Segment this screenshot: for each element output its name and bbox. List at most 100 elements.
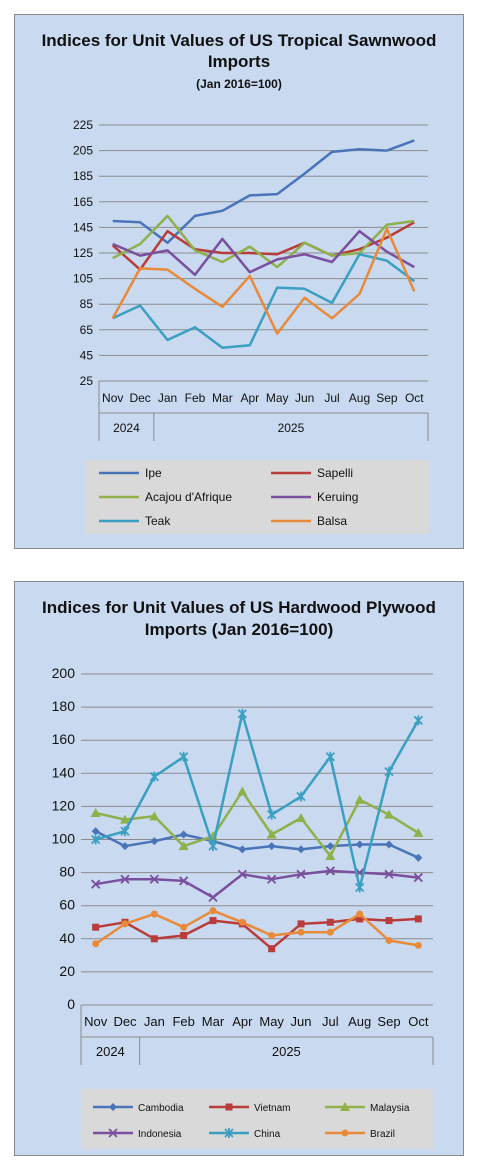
sawnwood-series-teak <box>112 253 416 349</box>
plywood-point-vietnam <box>356 915 364 923</box>
plywood-point-indonesia <box>325 866 335 876</box>
plywood-series-line-malaysia <box>95 790 419 858</box>
sawnwood-x-tick-label: Jun <box>295 391 314 405</box>
plywood-x-tick-label: Jan <box>144 1014 165 1029</box>
plywood-point-cambodia <box>355 840 364 849</box>
sawnwood-x-tick-label: Oct <box>405 391 424 405</box>
plywood-y-tick-label: 100 <box>52 831 76 847</box>
plywood-y-tick-label: 80 <box>59 864 75 880</box>
sawnwood-series-balsa <box>111 227 416 335</box>
plywood-y-tick-label: 60 <box>59 897 75 913</box>
plywood-legend-marker-vietnam <box>225 1103 233 1111</box>
sawnwood-series-line-balsa <box>111 227 416 335</box>
plywood-point-cambodia <box>326 842 335 851</box>
sawnwood-x-tick-label: Aug <box>349 391 370 405</box>
sawnwood-x-tick-label: Jul <box>324 391 339 405</box>
plywood-x-tick-label: Oct <box>408 1014 429 1029</box>
plywood-point-cambodia <box>385 840 393 849</box>
plywood-point-china <box>267 809 277 820</box>
plywood-y-tick-label: 0 <box>67 996 75 1012</box>
plywood-point-china <box>120 826 130 837</box>
plywood-point-indonesia <box>120 874 130 884</box>
plywood-chart-panel: Indices for Unit Values of US Hardwood P… <box>14 581 464 1156</box>
plywood-point-vietnam <box>150 935 158 943</box>
plywood-x-tick-label: Mar <box>202 1014 225 1029</box>
sawnwood-legend-label-teak: Teak <box>145 514 171 528</box>
sawnwood-y-tick-label: 165 <box>73 195 93 209</box>
plywood-point-indonesia <box>179 876 189 886</box>
plywood-point-brazil <box>414 941 422 949</box>
plywood-point-indonesia <box>91 879 101 889</box>
plywood-point-china <box>296 791 306 802</box>
plywood-point-brazil <box>150 910 158 918</box>
sawnwood-y-tick-label: 185 <box>73 169 93 183</box>
plywood-point-cambodia <box>150 837 159 846</box>
plywood-point-brazil <box>92 940 100 948</box>
sawnwood-legend-box <box>85 460 429 534</box>
plywood-point-cambodia <box>267 842 276 851</box>
plywood-point-malaysia <box>90 808 101 818</box>
plywood-y-tick-label: 180 <box>52 698 76 714</box>
plywood-y-tick-label: 120 <box>52 797 76 813</box>
plywood-chart-title: Indices for Unit Values of US Hardwood P… <box>42 598 436 639</box>
plywood-point-malaysia <box>120 814 130 824</box>
plywood-point-vietnam <box>92 923 100 931</box>
sawnwood-series-line-keruing <box>112 229 415 277</box>
plywood-point-china <box>384 766 394 777</box>
sawnwood-chart-title: Indices for Unit Values of US Tropical S… <box>41 31 437 71</box>
plywood-series-line-cambodia <box>95 830 419 859</box>
sawnwood-y-tick-label: 105 <box>73 272 93 286</box>
sawnwood-year-label: 2025 <box>278 421 305 435</box>
sawnwood-y-tick-label: 125 <box>73 246 93 260</box>
sawnwood-legend-label-acajou-d-afrique: Acajou d'Afrique <box>145 490 232 504</box>
sawnwood-x-tick-label: Apr <box>240 391 259 405</box>
plywood-point-china <box>413 715 423 726</box>
plywood-point-vietnam <box>297 920 305 928</box>
plywood-point-malaysia <box>384 809 394 819</box>
plywood-x-tick-label: May <box>259 1014 284 1029</box>
plywood-y-tick-label: 140 <box>52 764 76 780</box>
sawnwood-legend-label-keruing: Keruing <box>317 490 358 504</box>
plywood-year-label: 2025 <box>272 1044 301 1059</box>
sawnwood-x-tick-label: May <box>266 391 289 405</box>
plywood-point-cambodia <box>414 853 423 862</box>
plywood-point-cambodia <box>91 827 100 836</box>
sawnwood-series-line-teak <box>112 253 416 349</box>
sawnwood-year-label: 2024 <box>113 421 140 435</box>
plywood-legend-marker-indonesia <box>108 1128 118 1138</box>
plywood-point-cambodia <box>297 845 305 854</box>
sawnwood-x-tick-label: Sep <box>376 391 398 405</box>
sawnwood-series-line-acajou-d-afrique <box>112 214 415 269</box>
plywood-x-tick-label: Nov <box>84 1014 108 1029</box>
plywood-point-malaysia <box>296 812 306 822</box>
plywood-point-vietnam <box>326 918 334 926</box>
plywood-point-china <box>355 882 365 893</box>
plywood-point-vietnam <box>268 945 276 953</box>
plywood-point-brazil <box>121 920 129 928</box>
sawnwood-x-tick-label: Nov <box>102 391 123 405</box>
plywood-series-malaysia <box>90 786 424 861</box>
plywood-point-indonesia <box>208 892 218 903</box>
sawnwood-y-tick-label: 85 <box>80 297 94 311</box>
sawnwood-y-tick-label: 225 <box>73 118 93 132</box>
plywood-x-tick-label: Aug <box>348 1014 371 1029</box>
plywood-point-cambodia <box>121 842 129 851</box>
plywood-point-brazil <box>238 918 246 926</box>
plywood-point-indonesia <box>237 869 247 879</box>
sawnwood-series-keruing <box>112 229 415 277</box>
plywood-legend-label-malaysia: Malaysia <box>370 1103 410 1114</box>
plywood-x-tick-label: Jul <box>322 1014 339 1029</box>
plywood-point-brazil <box>385 936 393 944</box>
plywood-point-indonesia <box>149 874 159 884</box>
plywood-point-cambodia <box>179 830 188 839</box>
plywood-legend-label-cambodia: Cambodia <box>138 1103 184 1114</box>
plywood-point-malaysia <box>413 827 424 837</box>
plywood-point-brazil <box>326 928 334 936</box>
sawnwood-y-tick-label: 25 <box>80 374 94 388</box>
plywood-point-malaysia <box>325 851 336 861</box>
plywood-legend-marker-china <box>224 1128 234 1138</box>
plywood-legend-label-brazil: Brazil <box>370 1129 395 1140</box>
sawnwood-x-tick-label: Dec <box>129 391 150 405</box>
plywood-x-tick-label: Dec <box>113 1014 137 1029</box>
sawnwood-y-tick-label: 45 <box>80 348 94 362</box>
